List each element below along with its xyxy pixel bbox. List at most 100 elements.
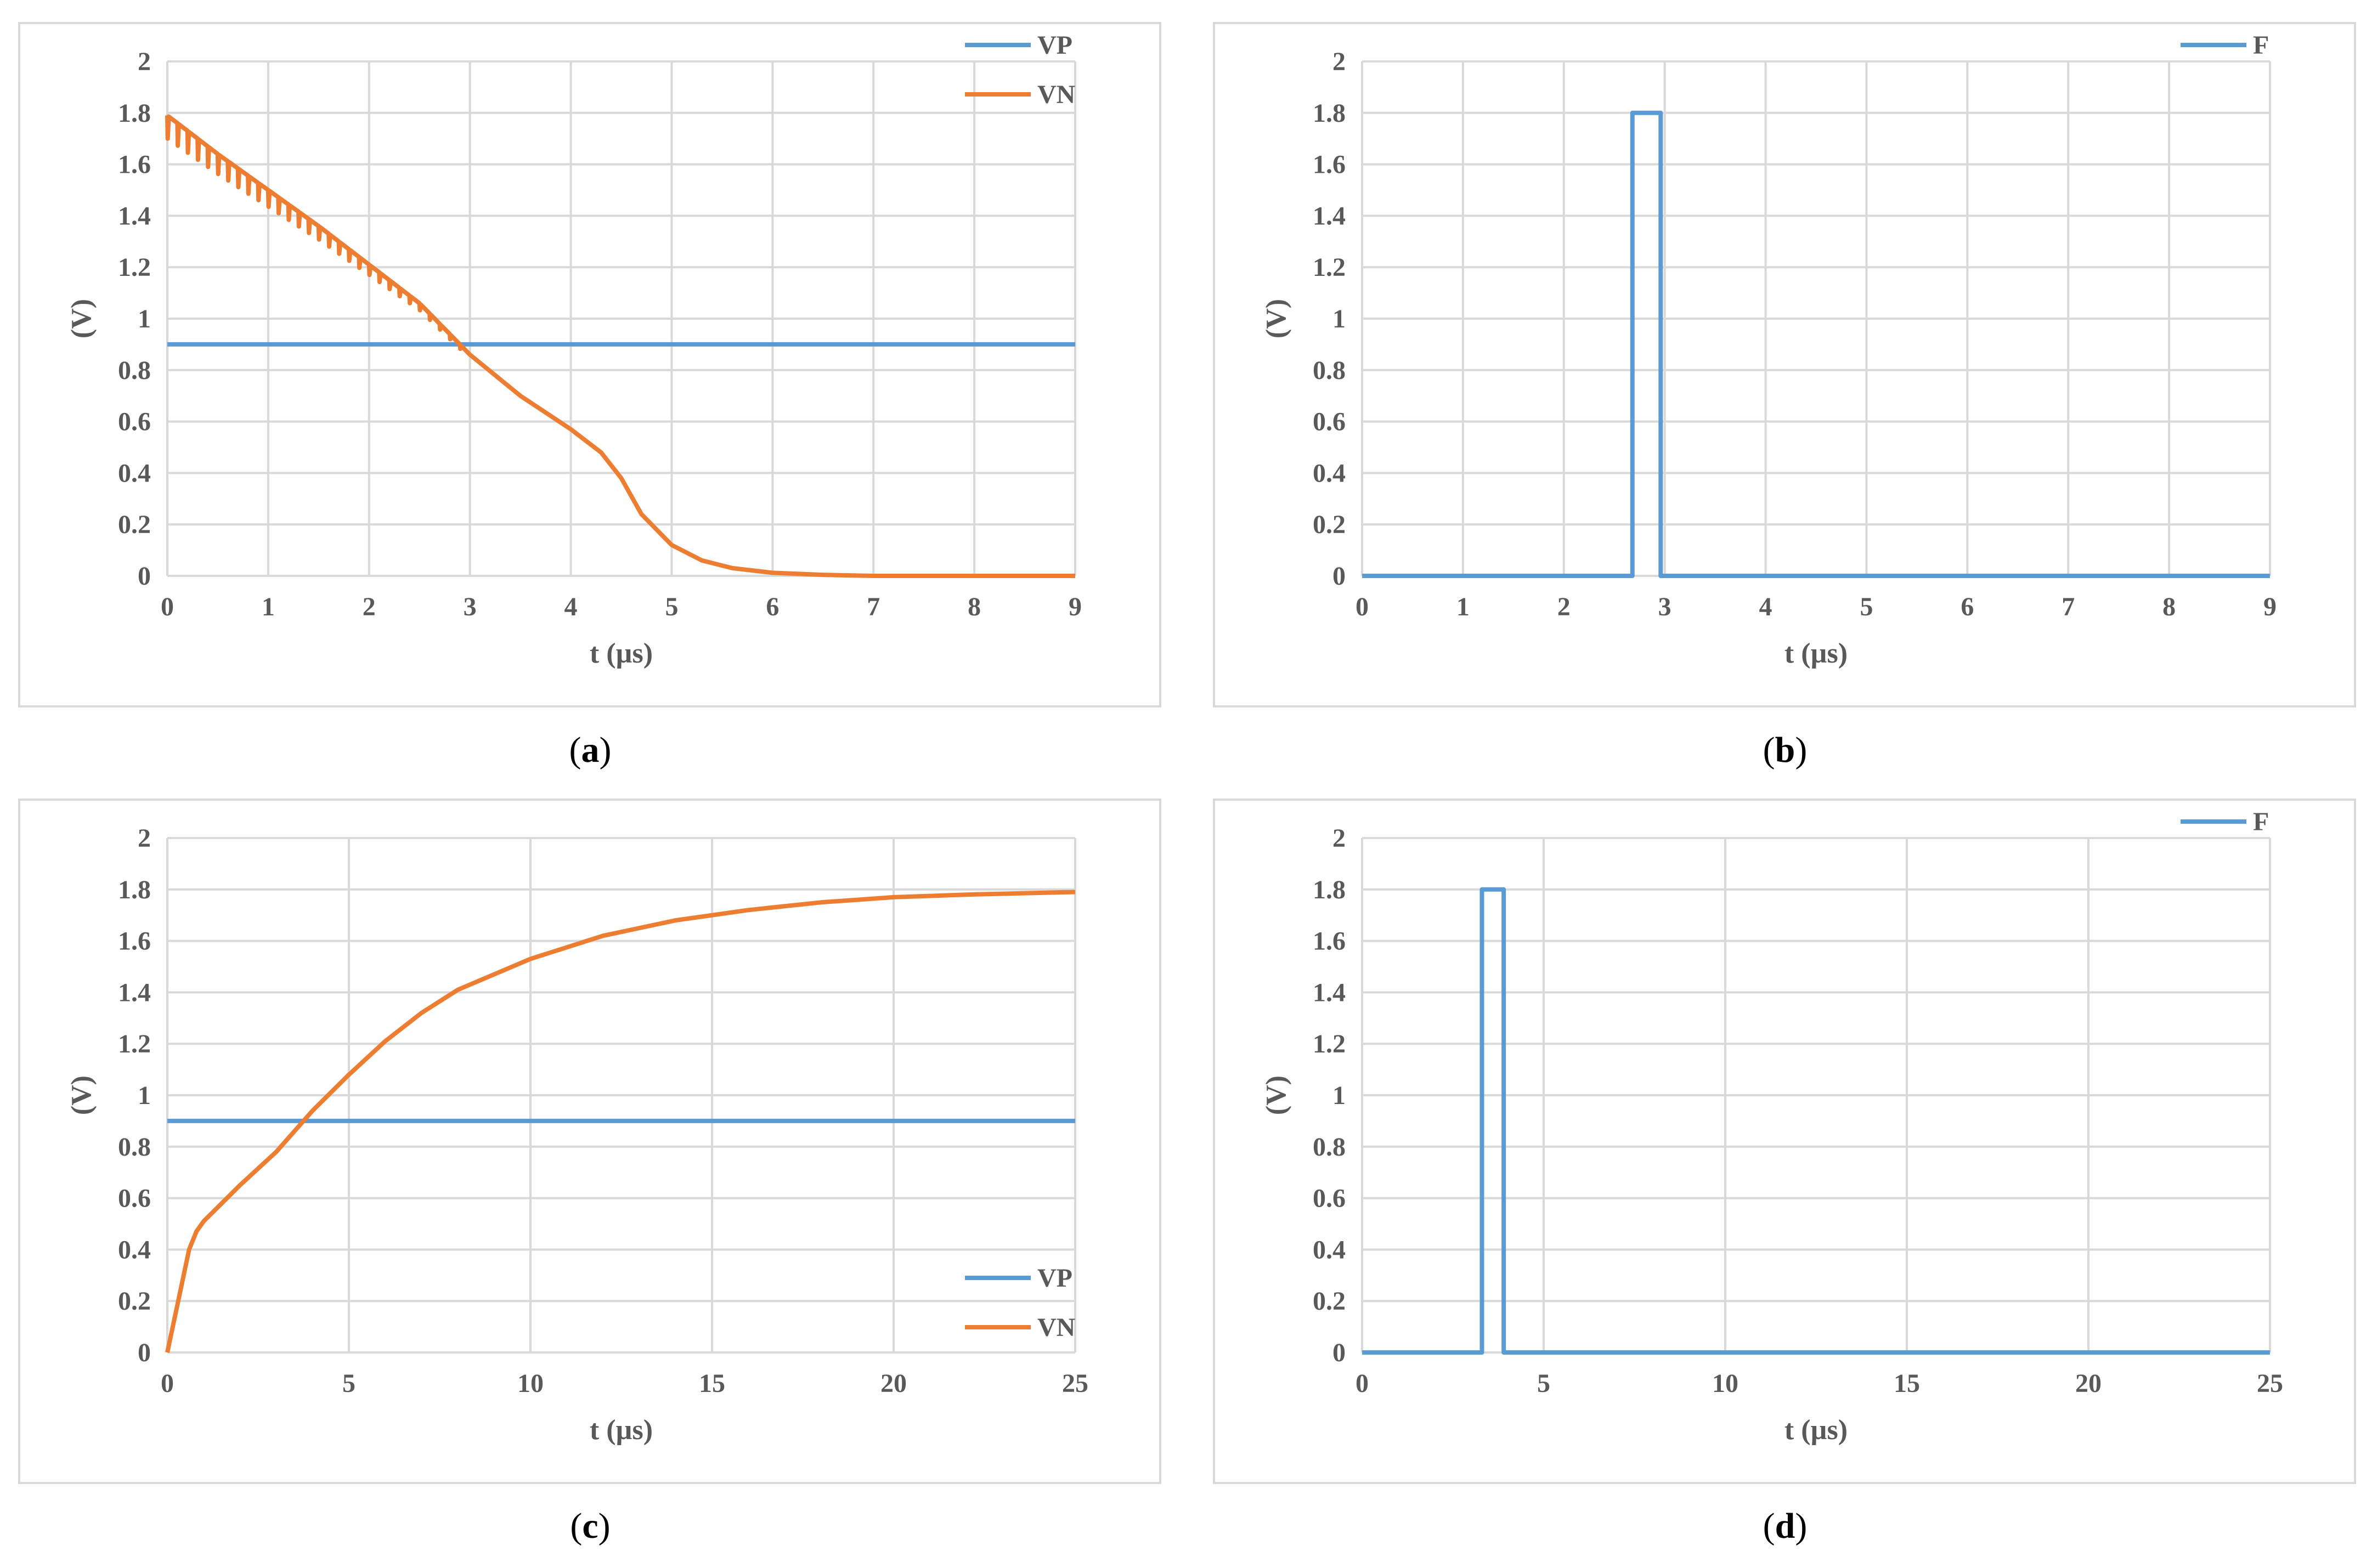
x-tick-label: 10	[517, 1369, 544, 1398]
x-tick-label: 15	[699, 1369, 725, 1398]
y-tick-label: 1.8	[1313, 875, 1346, 904]
caption-b: (b)	[1675, 729, 1895, 771]
y-tick-label: 1.4	[118, 978, 151, 1007]
legend-label-vp: VP	[1037, 31, 1072, 60]
caption-close-paren: )	[598, 1506, 611, 1546]
y-tick-label: 0	[138, 1338, 151, 1367]
caption-a: (a)	[481, 729, 700, 771]
y-tick-label: 1.6	[1313, 927, 1346, 956]
caption-close-paren: )	[1795, 1506, 1808, 1546]
caption-open-paren: (	[1763, 730, 1775, 770]
caption-open-paren: (	[569, 730, 581, 770]
caption-close-paren: )	[1795, 730, 1808, 770]
x-tick-label: 1	[262, 592, 275, 621]
x-tick-label: 6	[1961, 592, 1974, 621]
y-axis-title: (V)	[1261, 299, 1292, 338]
series-line-f	[1362, 110, 2270, 578]
chart-panel-d: 0 0.2 0.4 0.6 0.8 1 1.2 1.4 1.6 1.8 2 0 5 10 15 20 25 t (…	[1213, 799, 2356, 1484]
x-axis-title: t (µs)	[590, 1414, 653, 1446]
y-tick-label: 0.6	[1313, 407, 1346, 437]
y-tick-label: 1.2	[118, 1029, 151, 1058]
chart-svg-a: 0 0.2 0.4 0.6 0.8 1 1.2 1.4 1.6 1.8 2 0 1 2 3 4 5 6 7 8 9 t (…	[66, 31, 1082, 669]
x-tick-label: 2	[1557, 592, 1571, 621]
x-tick-label: 0	[1356, 1369, 1369, 1398]
y-tick-label: 0.8	[118, 1133, 151, 1162]
series-line-vn	[165, 890, 1076, 1353]
x-tick-label: 8	[2162, 592, 2176, 621]
chart-panel-a: 0 0.2 0.4 0.6 0.8 1 1.2 1.4 1.6 1.8 2 0 1 2 3 4 5 6 7 8 9 t (…	[18, 22, 1161, 707]
y-tick-label: 2	[138, 47, 151, 76]
y-tick-label: 1.8	[118, 99, 151, 128]
x-tick-label: 9	[2263, 592, 2277, 621]
x-tick-label: 1	[1456, 592, 1470, 621]
caption-c: (c)	[481, 1505, 700, 1547]
y-tick-label: 2	[1332, 47, 1346, 76]
series-line-vn	[165, 114, 1075, 578]
y-tick-label: 1.4	[118, 201, 151, 230]
y-tick-label: 1.4	[1313, 978, 1346, 1007]
x-axis-title: t (µs)	[590, 638, 653, 669]
caption-close-paren: )	[599, 730, 612, 770]
y-tick-label: 1	[138, 304, 151, 333]
caption-open-paren: (	[570, 1506, 583, 1546]
y-tick-label: 0.8	[118, 356, 151, 385]
x-axis-title: t (µs)	[1784, 1414, 1848, 1446]
y-tick-label: 0.6	[118, 1184, 151, 1213]
caption-letter: c	[582, 1506, 598, 1546]
y-tick-label: 0.8	[1313, 356, 1346, 385]
legend-label-vn: VN	[1037, 1313, 1076, 1342]
y-tick-label: 0.2	[1313, 510, 1346, 539]
x-tick-label: 5	[1860, 592, 1873, 621]
y-tick-label: 0.2	[1313, 1287, 1346, 1316]
x-tick-label: 7	[867, 592, 880, 621]
y-tick-label: 0	[138, 562, 151, 591]
x-tick-label: 20	[880, 1369, 907, 1398]
y-tick-label: 1.6	[118, 150, 151, 179]
legend-label-f: F	[2253, 31, 2269, 60]
y-tick-label: 1.6	[118, 927, 151, 956]
y-tick-label: 1.2	[1313, 1029, 1346, 1058]
y-axis-title: (V)	[1261, 1075, 1292, 1115]
legend-label-vn: VN	[1037, 80, 1076, 109]
x-tick-label: 10	[1712, 1369, 1738, 1398]
y-tick-label: 0.2	[118, 1287, 151, 1316]
caption-d: (d)	[1675, 1505, 1895, 1547]
y-tick-label: 1.2	[1313, 253, 1346, 282]
y-axis-title: (V)	[66, 299, 97, 338]
y-tick-label: 0.4	[1313, 458, 1346, 488]
y-tick-label: 2	[1332, 824, 1346, 853]
x-tick-label: 9	[1069, 592, 1082, 621]
chart-panel-c: 0 0.2 0.4 0.6 0.8 1 1.2 1.4 1.6 1.8 2 0 5 10 15 20 25 t (…	[18, 799, 1161, 1484]
x-tick-label: 15	[1894, 1369, 1920, 1398]
caption-letter: d	[1775, 1506, 1795, 1546]
y-tick-label: 1	[1332, 1081, 1346, 1110]
x-tick-label: 25	[2257, 1369, 2283, 1398]
x-tick-label: 2	[363, 592, 376, 621]
x-tick-label: 0	[161, 592, 174, 621]
x-tick-label: 8	[968, 592, 981, 621]
caption-letter: a	[581, 730, 600, 770]
y-tick-label: 1.8	[118, 875, 151, 904]
y-tick-label: 1.6	[1313, 150, 1346, 179]
x-tick-label: 0	[1356, 592, 1369, 621]
x-tick-label: 20	[2075, 1369, 2102, 1398]
x-tick-label: 5	[1537, 1369, 1550, 1398]
x-tick-label: 5	[665, 592, 678, 621]
x-tick-label: 3	[464, 592, 477, 621]
legend-label-vp: VP	[1037, 1264, 1072, 1293]
y-tick-label: 0.6	[1313, 1184, 1346, 1213]
x-tick-label: 7	[2062, 592, 2075, 621]
x-tick-label: 4	[564, 592, 578, 621]
y-tick-label: 1	[138, 1081, 151, 1110]
caption-letter: b	[1775, 730, 1795, 770]
y-tick-label: 0	[1332, 1338, 1346, 1367]
x-tick-label: 5	[342, 1369, 355, 1398]
y-tick-label: 0.4	[118, 458, 151, 488]
y-tick-label: 0.8	[1313, 1133, 1346, 1162]
caption-open-paren: (	[1763, 1506, 1775, 1546]
series-line-f	[1362, 887, 2270, 1355]
x-axis-title: t (µs)	[1784, 638, 1848, 669]
x-tick-label: 0	[161, 1369, 174, 1398]
chart-svg-b: 0 0.2 0.4 0.6 0.8 1 1.2 1.4 1.6 1.8 2 0 1 2 3 4 5 6 7 8 9 t (…	[1261, 31, 2277, 669]
y-tick-label: 0.4	[118, 1235, 151, 1264]
